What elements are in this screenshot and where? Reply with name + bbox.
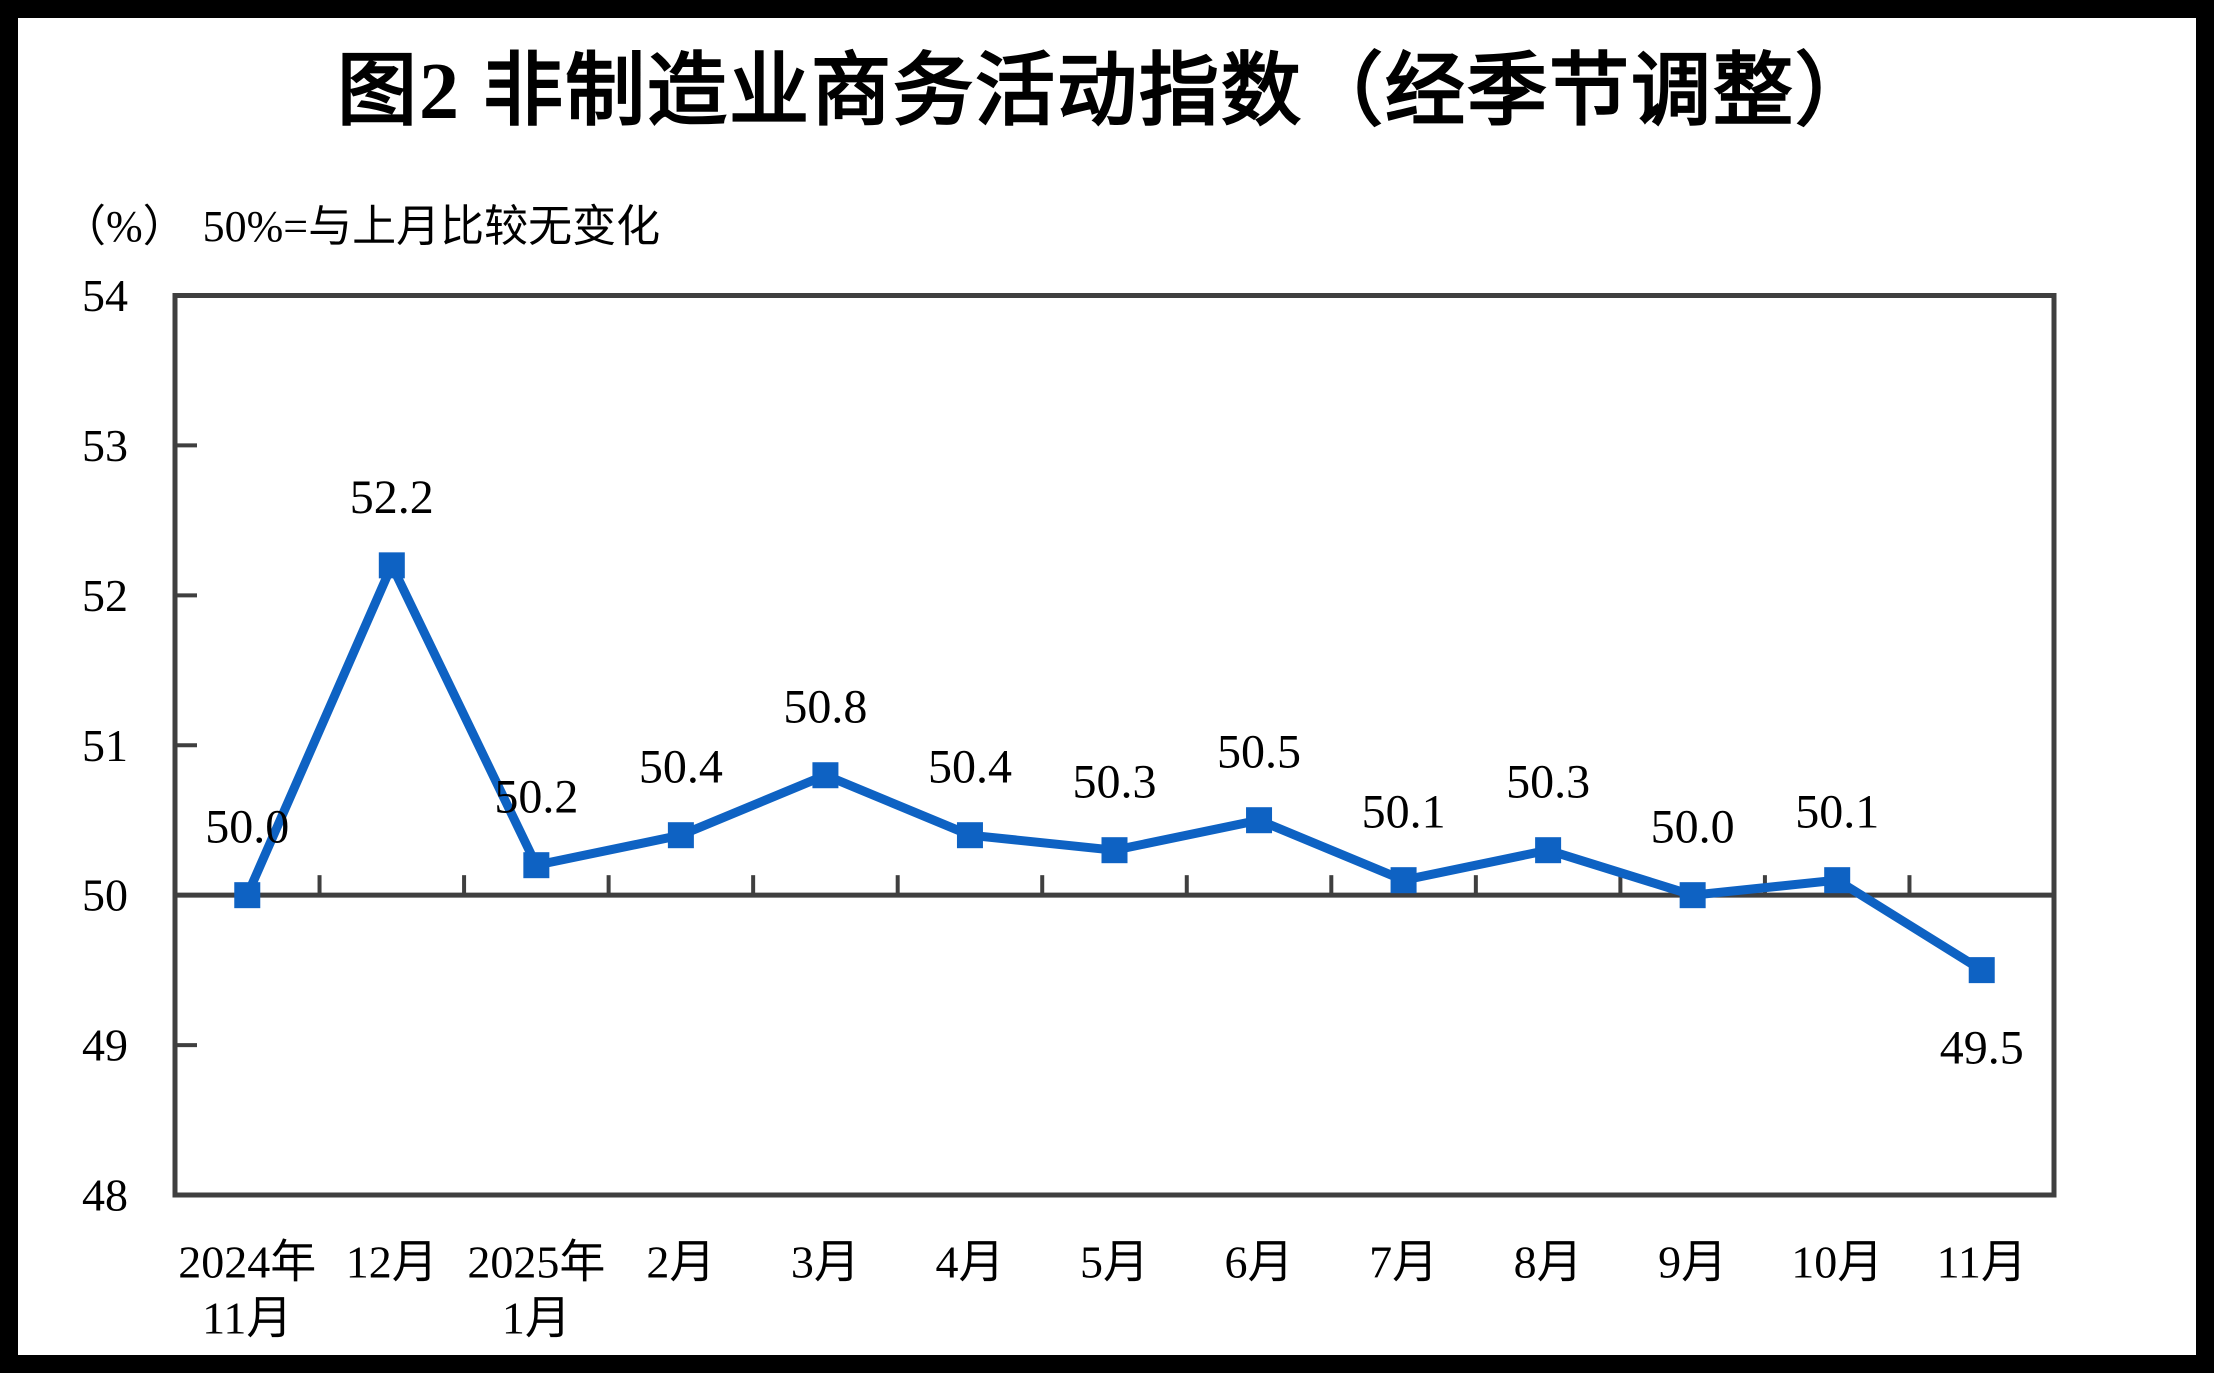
y-axis-tick-label: 48 [82,1170,128,1221]
x-axis-label: 11月 [202,1293,292,1344]
y-axis-tick-label: 52 [82,570,128,621]
y-axis-tick-label: 54 [82,270,128,321]
x-axis-label: 7月 [1369,1237,1438,1288]
data-point-marker [812,762,839,789]
plot-border [172,293,2057,1198]
data-point-marker [1679,882,1706,909]
data-point-label: 50.2 [494,771,578,824]
data-point-label: 50.3 [1506,756,1590,809]
x-axis-label: 2月 [646,1237,715,1288]
x-axis-label: 9月 [1658,1237,1727,1288]
data-point-marker [1101,837,1128,864]
data-point-marker [1390,867,1417,894]
data-point-label: 50.5 [1217,726,1301,779]
x-axis-label: 2025年 [467,1237,605,1288]
x-axis-label: 1月 [502,1293,571,1344]
data-point-label: 50.1 [1795,786,1879,839]
data-point-label: 50.3 [1073,756,1157,809]
x-axis-label: 2024年 [178,1237,316,1288]
x-axis-label: 8月 [1514,1237,1583,1288]
data-point-marker [667,822,694,849]
data-point-label: 49.5 [1940,1022,2024,1075]
x-axis-label: 10月 [1791,1237,1883,1288]
data-point-label: 52.2 [350,471,434,524]
y-axis-tick-label: 51 [82,720,128,771]
data-point-label: 50.4 [928,741,1012,794]
data-point-marker [378,552,405,579]
data-point-marker [523,852,550,879]
data-point-label: 50.4 [639,741,723,794]
data-point-marker [234,882,261,909]
x-axis-label: 11月 [1937,1237,2027,1288]
data-point-marker [956,822,983,849]
baseline-reference-note: 50%=与上月比较无变化 [202,202,661,251]
data-point-marker [1246,807,1273,834]
data-point-label: 50.0 [1651,801,1735,854]
x-axis-label: 12月 [346,1237,438,1288]
x-axis-label: 4月 [935,1237,1004,1288]
data-point-marker [1824,867,1851,894]
y-axis-tick-label: 50 [82,870,128,921]
y-axis-tick-label: 53 [82,420,128,471]
x-axis-label: 3月 [791,1237,860,1288]
data-point-marker [1968,957,1995,984]
x-axis-label: 5月 [1080,1237,1149,1288]
data-point-label: 50.8 [783,681,867,734]
x-axis-label: 6月 [1225,1237,1294,1288]
data-point-label: 50.1 [1362,786,1446,839]
data-point-label: 50.0 [205,801,289,854]
y-axis-unit-label: （%） [62,202,187,251]
data-point-marker [1535,837,1562,864]
y-axis-tick-label: 49 [82,1020,128,1071]
chart-title: 图2 非制造业商务活动指数（经季节调整） [337,48,1877,136]
axis-unit-row: （%） 50%=与上月比较无变化 [62,190,660,254]
